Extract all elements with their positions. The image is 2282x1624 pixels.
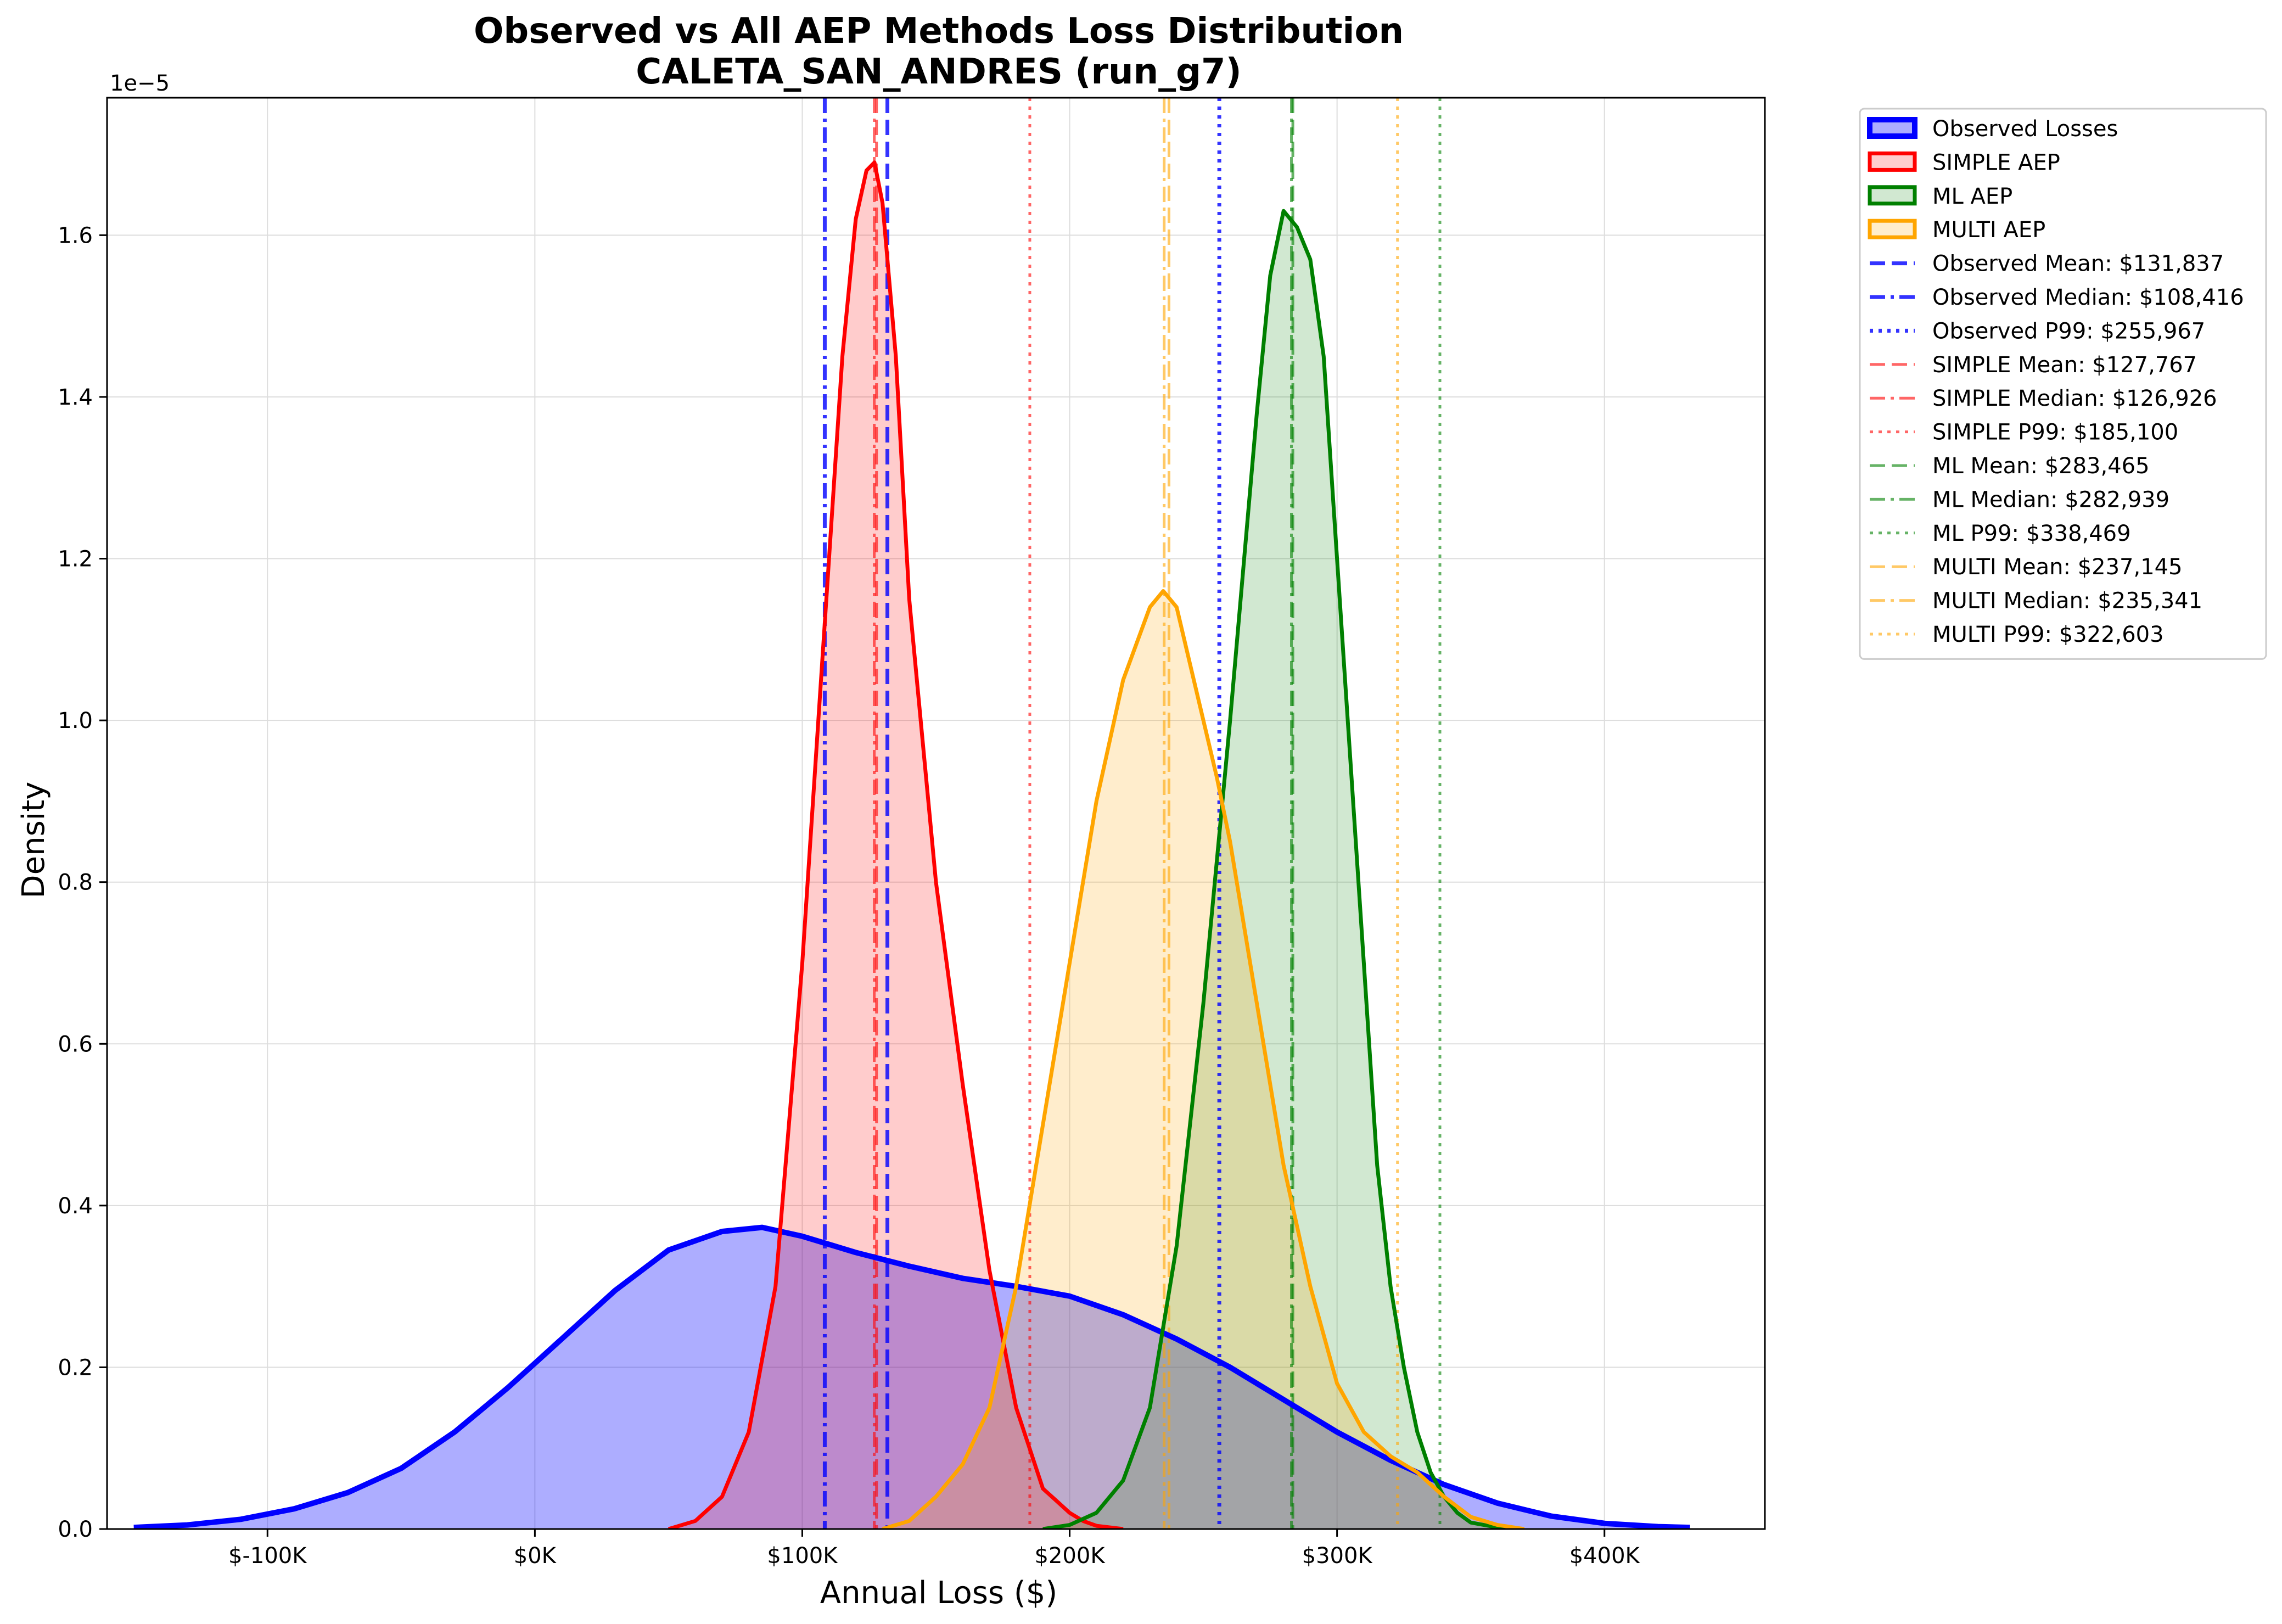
x-tick-label: $100K: [767, 1543, 838, 1569]
density-area: [882, 591, 1524, 1529]
x-tick-label: $300K: [1302, 1543, 1373, 1569]
density-area: [133, 1227, 1690, 1529]
legend-box: [1859, 108, 2267, 660]
x-tick-label: $400K: [1569, 1543, 1641, 1569]
legend-swatch: [1868, 185, 1917, 206]
density-line: [668, 160, 1124, 1529]
x-tick-label: $200K: [1035, 1543, 1106, 1569]
x-axis-label: Annual Loss ($): [820, 1575, 1057, 1611]
legend-label: Observed Median: $108,416: [1932, 285, 2244, 310]
legend-label: MULTI Mean: $237,145: [1932, 555, 2183, 580]
y-tick-label: 0.0: [58, 1517, 93, 1542]
density-line: [1042, 209, 1524, 1529]
chart-title: Observed vs All AEP Methods Loss Distrib…: [474, 11, 1404, 52]
legend-label: ML P99: $338,469: [1932, 521, 2131, 546]
legend-swatch: [1868, 219, 1917, 239]
y-offset-label: 1e−5: [110, 71, 170, 96]
plot-inner: [133, 98, 1690, 1529]
y-tick-label: 1.6: [58, 223, 93, 248]
legend-swatch: [1867, 117, 1917, 139]
y-tick-label: 1.0: [58, 708, 93, 733]
legend-label: ML Median: $282,939: [1932, 487, 2169, 512]
density-line: [882, 589, 1525, 1529]
legend-label: SIMPLE Median: $126,926: [1932, 386, 2217, 411]
legend-label: ML Mean: $283,465: [1932, 453, 2150, 479]
legend-label: Observed P99: $255,967: [1932, 318, 2205, 344]
x-tick-label: $0K: [514, 1543, 557, 1569]
legend-label: SIMPLE P99: $185,100: [1932, 420, 2178, 445]
plot-area: $-100K $0K $100K $200K $300K $400K 0.0 0.2 0.4 0.…: [58, 97, 1766, 1569]
legend-label: SIMPLE Mean: $127,767: [1932, 352, 2197, 378]
legend-label: SIMPLE AEP: [1932, 150, 2060, 175]
legend-label: MULTI AEP: [1932, 217, 2045, 243]
chart-subtitle: CALETA_SAN_ANDRES (run_g7): [636, 52, 1242, 92]
y-tick-label: 0.8: [58, 870, 93, 895]
y-axis-label: Density: [16, 782, 52, 899]
y-tick-label: 0.6: [58, 1032, 93, 1057]
y-tick-label: 1.2: [58, 547, 93, 572]
legend-label: MULTI P99: $322,603: [1932, 622, 2164, 647]
y-tick-label: 1.4: [58, 385, 93, 410]
x-tick-label: $-100K: [228, 1543, 307, 1569]
legend-label: Observed Losses: [1932, 116, 2118, 142]
legend-label: Observed Mean: $131,837: [1932, 251, 2224, 277]
density-area: [668, 162, 1123, 1529]
legend-swatch: [1868, 151, 1917, 172]
y-tick-label: 0.4: [58, 1194, 93, 1219]
legend-label: ML AEP: [1932, 184, 2012, 209]
y-tick-label: 0.2: [58, 1355, 93, 1380]
density-area: [1042, 211, 1524, 1529]
legend-label: MULTI Median: $235,341: [1932, 589, 2202, 614]
legend: Observed Losses SIMPLE AEP ML AEP MULTI AEP…: [1859, 108, 2267, 660]
plot-frame: [106, 97, 1766, 1530]
